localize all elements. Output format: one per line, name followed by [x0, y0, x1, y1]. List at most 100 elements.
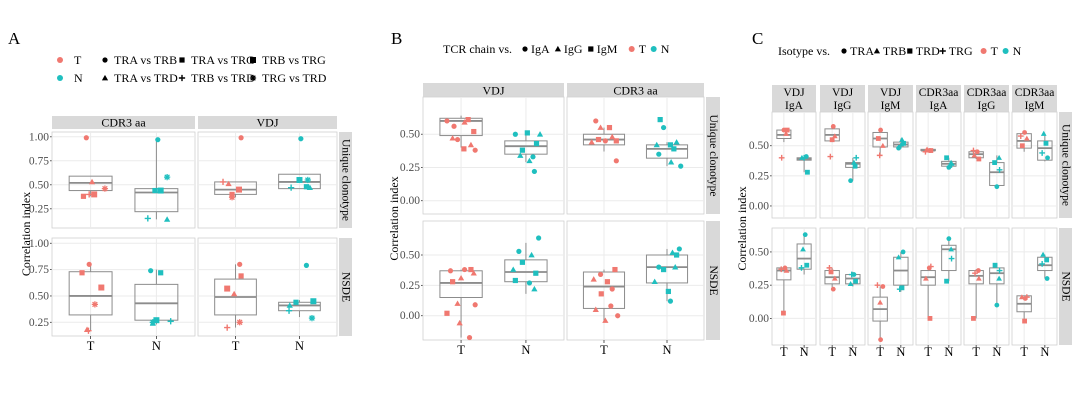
- facet-background: [867, 111, 914, 219]
- x-tick-label: N: [521, 343, 530, 357]
- y-tick-label: 0.50: [749, 246, 769, 258]
- box-body: [68, 271, 113, 316]
- data-point: [1039, 150, 1046, 156]
- data-point: [946, 236, 952, 242]
- facet-strip-label: CDR3aa: [967, 87, 1007, 99]
- facet-strip-label: IgM: [1025, 100, 1045, 112]
- data-point: [163, 216, 171, 222]
- data-point: [590, 276, 597, 282]
- data-point: [512, 131, 518, 137]
- facet-strip-top: [772, 85, 816, 112]
- y-tick-label: 0.25: [749, 170, 769, 182]
- data-point: [992, 160, 997, 165]
- data-point: [944, 155, 949, 161]
- facet-strip-label: IgG: [978, 100, 996, 112]
- data-point: [608, 303, 614, 309]
- legend-marker-t: [57, 57, 63, 63]
- facet-strip-top: [820, 85, 865, 112]
- data-point: [598, 291, 604, 297]
- data-point: [828, 269, 834, 275]
- facet-strip-label: Unique clonotype: [340, 139, 352, 221]
- data-point: [86, 191, 93, 198]
- legend: Isotype vs. TRA TRB TRD TRG T N: [778, 44, 1022, 58]
- data-point: [778, 154, 785, 161]
- legend-label: TRG vs TRD: [262, 71, 327, 85]
- data-point: [1019, 143, 1025, 149]
- facet-strip-label: IgM: [881, 100, 901, 112]
- facet-strip-right: [706, 221, 720, 340]
- facet-background: [819, 227, 866, 346]
- data-point: [972, 270, 978, 277]
- facet-cell: [915, 227, 962, 346]
- data-point: [531, 168, 537, 175]
- data-point: [1017, 133, 1024, 139]
- facet-strip-label: VDJ: [783, 87, 805, 99]
- legend-label: TRA vs TRG: [191, 53, 255, 67]
- facet-cell: [566, 220, 705, 341]
- box-body: [989, 267, 1005, 285]
- facet-strip-label: VDJ: [482, 84, 504, 98]
- data-point: [465, 117, 471, 123]
- legend-label: TRB: [883, 44, 906, 58]
- data-point: [848, 178, 853, 184]
- data-point: [678, 163, 684, 169]
- facet-background: [771, 227, 817, 346]
- legend-shape-square: [179, 57, 185, 63]
- data-point: [948, 246, 954, 252]
- facet-strip-label: CDR3aa: [1015, 87, 1055, 99]
- box-body: [504, 140, 548, 155]
- data-point: [896, 145, 901, 151]
- facet-cell: [867, 227, 914, 346]
- y-tick-label: 0.25: [400, 162, 420, 174]
- legend-label: TRD: [916, 44, 940, 58]
- panel-label: C: [752, 29, 763, 48]
- legend-title: Isotype vs.: [778, 44, 830, 58]
- data-point: [531, 285, 538, 292]
- facet-strip-top: [198, 116, 337, 129]
- data-point: [466, 334, 473, 341]
- data-point: [219, 178, 227, 186]
- data-point: [901, 140, 906, 146]
- panel-label: B: [391, 29, 402, 48]
- legend-shape-square-big: [250, 57, 256, 63]
- facet-strip-right: [706, 97, 720, 214]
- facet-strip-label: Unique clonotype: [707, 114, 719, 196]
- legend-marker-t: [628, 46, 635, 52]
- box-body: [214, 181, 257, 195]
- data-point: [457, 274, 465, 281]
- data-point: [536, 131, 544, 137]
- data-point: [524, 130, 530, 136]
- data-point: [783, 267, 790, 273]
- facet-strip-label: CDR3 aa: [613, 84, 658, 98]
- data-point: [665, 288, 671, 295]
- facet-background: [867, 227, 914, 346]
- facet-background: [1011, 227, 1058, 346]
- data-point: [830, 124, 836, 129]
- legend-shape-circle: [102, 57, 108, 63]
- data-point: [91, 301, 99, 308]
- facet-strip-label: NSDE: [1060, 271, 1072, 301]
- data-point: [86, 261, 92, 267]
- x-tick-label: T: [600, 343, 608, 357]
- data-point: [588, 139, 595, 145]
- data-point: [994, 184, 1000, 190]
- data-point: [946, 165, 952, 170]
- legend: TN TRA vs TRB TRA vs TRG TRB vs TRG TRA vs T…: [57, 53, 327, 85]
- data-point: [996, 267, 1003, 274]
- box-body: [439, 117, 483, 137]
- data-point: [1040, 251, 1046, 257]
- facet-cell: [566, 96, 705, 215]
- legend-shape-triangle: [554, 45, 562, 52]
- legend-shape-asterisk: [249, 74, 257, 82]
- legend-shape-square: [907, 48, 913, 54]
- facet-strip-top: [868, 85, 913, 112]
- facet-strip-label: VDJ: [256, 116, 278, 130]
- data-point: [304, 176, 311, 184]
- data-point: [609, 133, 616, 140]
- facet-strip-right: [1059, 112, 1072, 218]
- legend-label-t: T: [74, 53, 82, 67]
- data-point: [847, 280, 854, 287]
- legend-marker-n: [650, 46, 657, 52]
- facet-strip-top: [916, 85, 961, 112]
- data-point: [674, 252, 680, 258]
